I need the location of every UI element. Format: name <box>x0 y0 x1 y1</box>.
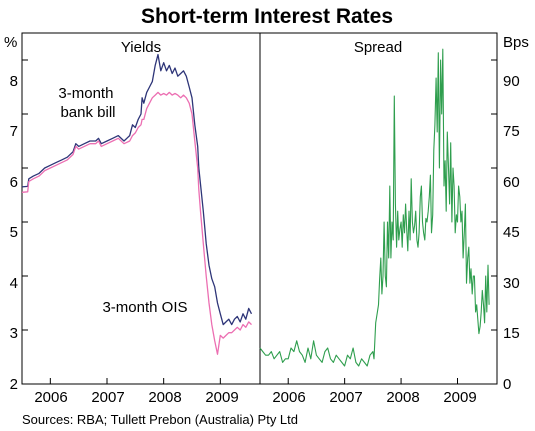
right-y-tick-label: 60 <box>503 174 520 191</box>
left-y-unit-label: % <box>4 34 17 51</box>
right-x-tick-label: 2007 <box>329 389 362 406</box>
yields-panel-title: Yields <box>121 39 161 56</box>
left-x-axis: 2006 2007 2008 2009 <box>34 389 238 406</box>
left-y-tick-label: 6 <box>10 174 18 191</box>
right-x-tick-label: 2008 <box>386 389 419 406</box>
left-y-tick-label: 5 <box>10 224 18 241</box>
left-y-tick-label: 4 <box>10 275 18 292</box>
right-x-tick-label: 2009 <box>443 389 476 406</box>
series-line-bank-bill <box>21 53 253 326</box>
left-y-axis: 2 3 4 5 6 7 8 <box>10 73 18 393</box>
bank-bill-label-line: 3-month <box>58 85 113 102</box>
left-x-tick-label: 2008 <box>148 389 181 406</box>
right-y-tick-label: 0 <box>503 376 511 393</box>
chart-title: Short-term Interest Rates <box>141 5 393 28</box>
right-y-tick-label: 30 <box>503 275 520 292</box>
left-x-tick-label: 2006 <box>34 389 67 406</box>
bank-bill-label-line: bank bill <box>60 104 115 121</box>
left-y-tick-label: 3 <box>10 325 18 342</box>
right-y-axis: 0 15 30 45 60 75 90 <box>503 73 520 393</box>
series-line-ois <box>21 91 252 355</box>
right-y-tick-label: 90 <box>503 73 520 90</box>
right-y-tick-label: 75 <box>503 123 520 140</box>
right-x-tick-label: 2006 <box>272 389 305 406</box>
left-x-tick-label: 2007 <box>91 389 124 406</box>
series-line-spread <box>259 48 490 367</box>
left-x-tick-label: 2009 <box>205 389 238 406</box>
bank-bill-label: 3-month bank bill <box>58 85 117 121</box>
ois-label: 3-month OIS <box>102 299 187 316</box>
left-y-tick-label: 2 <box>10 376 18 393</box>
left-y-tick-label: 7 <box>10 123 18 140</box>
right-y-tick-label: 15 <box>503 325 520 342</box>
source-note: Sources: RBA; Tullett Prebon (Australia)… <box>22 412 298 427</box>
spread-panel-title: Spread <box>354 39 402 56</box>
right-y-unit-label: Bps <box>503 34 529 51</box>
tick-marks <box>22 59 497 385</box>
right-x-axis: 2006 2007 2008 2009 <box>272 389 476 406</box>
left-y-tick-label: 8 <box>10 73 18 90</box>
right-y-tick-label: 45 <box>503 224 520 241</box>
